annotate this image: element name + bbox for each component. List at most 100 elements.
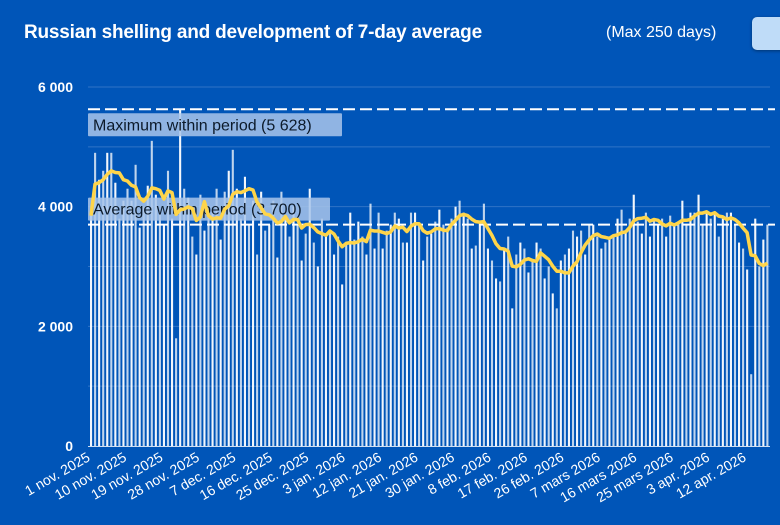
bar (405, 242, 408, 446)
bar (381, 248, 384, 446)
bar (709, 218, 712, 446)
bar (478, 221, 481, 446)
bar (162, 224, 165, 446)
bar (482, 203, 485, 446)
bar (697, 194, 700, 446)
bar (669, 215, 672, 446)
range-note: (Max 250 days) (606, 24, 717, 41)
bar (219, 239, 222, 446)
bar (486, 248, 489, 446)
bar (490, 260, 494, 446)
bar (636, 221, 639, 446)
bar (430, 233, 433, 446)
bar (337, 236, 340, 446)
bar (211, 212, 214, 446)
bar (243, 176, 246, 446)
bar (539, 248, 542, 446)
bar (592, 224, 595, 446)
bar (628, 218, 631, 446)
bar (738, 242, 741, 446)
bar (499, 281, 502, 446)
bar (689, 212, 692, 446)
bar (657, 224, 660, 446)
bar (742, 248, 745, 446)
bar (466, 218, 469, 446)
bar (547, 266, 550, 446)
bar (515, 254, 518, 446)
bar (762, 239, 765, 446)
bar (531, 260, 534, 446)
bar (746, 269, 749, 446)
bar (114, 182, 117, 446)
period-button[interactable] (752, 17, 780, 50)
reference-label-box (88, 113, 342, 137)
reference-label: Maximum within period (5 628) (93, 117, 312, 134)
bar (523, 248, 526, 446)
bar (320, 218, 323, 446)
bar (377, 212, 380, 446)
bar (256, 254, 259, 446)
bar (693, 212, 696, 446)
bar (733, 224, 737, 446)
bar (292, 206, 295, 446)
bar (333, 254, 336, 446)
bar (171, 218, 174, 446)
bar (166, 170, 170, 446)
bar (122, 200, 125, 446)
bar (207, 206, 210, 446)
bar (426, 236, 429, 446)
bar (239, 218, 242, 446)
y-tick-label: 6 000 (38, 79, 73, 95)
bar (620, 209, 623, 446)
bar (316, 266, 319, 446)
bar (616, 218, 619, 446)
bar (576, 236, 579, 446)
bar (495, 278, 498, 446)
bar (106, 152, 109, 447)
bar (604, 242, 607, 446)
bar (272, 200, 275, 446)
bar (434, 221, 437, 446)
bar (648, 236, 651, 446)
bar (725, 212, 728, 446)
bar (183, 188, 186, 446)
bar (288, 236, 291, 446)
bar (701, 224, 704, 446)
bar (527, 272, 530, 446)
bar (365, 254, 368, 446)
bar (584, 254, 587, 446)
bar (175, 338, 178, 446)
bar (519, 242, 522, 446)
bar (94, 152, 97, 447)
reference-label: Average within period (3 700) (93, 202, 302, 219)
bar (134, 164, 137, 447)
bar (138, 227, 141, 446)
bar (397, 218, 400, 446)
bar (90, 215, 93, 446)
bar (369, 203, 372, 446)
bar (409, 212, 413, 446)
bar (130, 200, 133, 446)
bar (304, 233, 307, 446)
bar (118, 218, 121, 446)
bar (750, 374, 753, 446)
bar (308, 188, 311, 446)
bar (276, 257, 279, 446)
bar (126, 188, 129, 446)
bar (300, 260, 303, 446)
bar (150, 140, 153, 446)
bar (231, 149, 234, 446)
bar (260, 191, 263, 446)
bar (264, 230, 267, 446)
bar (673, 224, 676, 446)
bar (268, 224, 271, 446)
bar (458, 200, 461, 446)
bar (563, 254, 566, 446)
bar (328, 230, 332, 446)
bar (612, 236, 615, 446)
bar (470, 248, 473, 446)
bar (454, 206, 457, 446)
bar (596, 236, 599, 446)
bar (187, 197, 190, 446)
